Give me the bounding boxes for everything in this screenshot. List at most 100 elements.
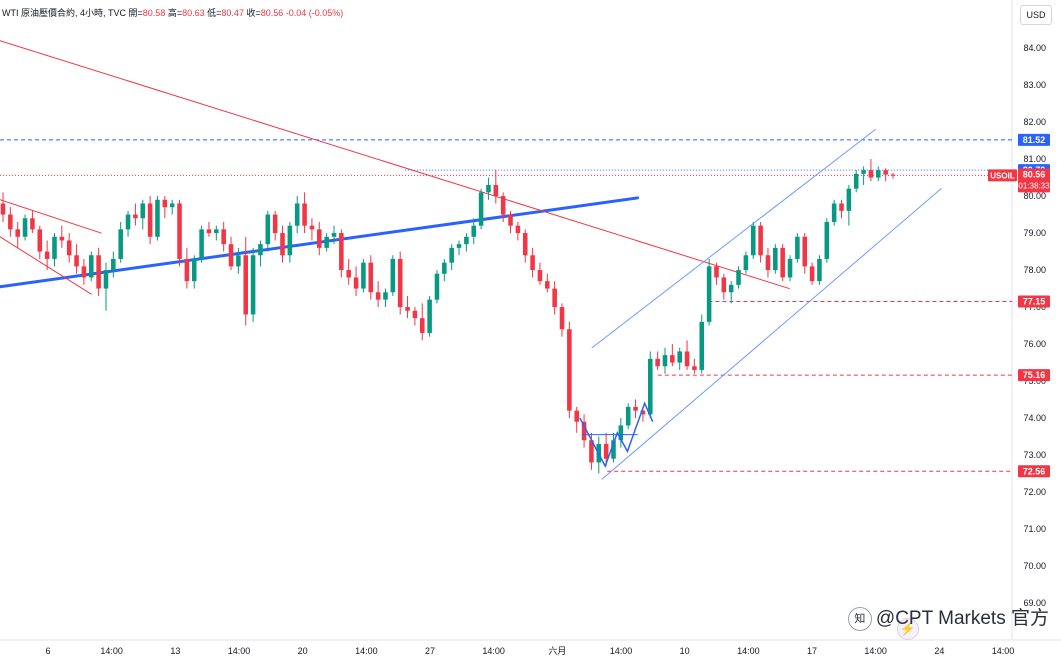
candle-body <box>876 170 881 178</box>
x-tick-label: 14:00 <box>355 646 378 656</box>
candle <box>795 233 800 263</box>
candle-body <box>773 247 778 271</box>
candle-body <box>118 229 123 259</box>
candle-body <box>618 425 624 441</box>
candle-body <box>559 307 565 330</box>
w-bottom-pattern <box>579 401 654 468</box>
candle <box>294 196 300 234</box>
candle <box>221 221 226 252</box>
x-tick-label: 13 <box>170 646 180 656</box>
candle <box>368 255 374 300</box>
candle <box>537 262 543 285</box>
trendline <box>0 40 790 290</box>
candle-body <box>302 203 307 226</box>
candle-body <box>831 203 837 222</box>
candle <box>574 406 579 433</box>
candle <box>493 170 499 204</box>
candle <box>802 233 808 274</box>
watermark-logo-icon: 知 <box>847 607 872 631</box>
candle-body <box>74 255 79 267</box>
candle <box>618 418 624 448</box>
candle <box>809 262 815 285</box>
y-tick-label: 79.00 <box>1023 228 1046 238</box>
candle <box>243 236 249 326</box>
candle <box>191 255 197 289</box>
candle-body <box>603 443 609 459</box>
candle <box>236 247 241 274</box>
candle <box>522 229 528 263</box>
candle <box>324 233 329 252</box>
watermark: 知 @CPT Markets 官方 <box>847 603 1049 631</box>
candle <box>280 225 285 263</box>
y-tick-label: 72.00 <box>1023 487 1046 497</box>
candle <box>177 199 182 267</box>
candle-body <box>728 284 734 293</box>
candle-body <box>294 203 300 226</box>
candle-body <box>184 258 190 282</box>
close-label: 收= <box>246 8 261 18</box>
x-tick-label: 20 <box>298 646 308 656</box>
candle <box>390 255 396 296</box>
high-value: 80.63 <box>182 8 205 18</box>
candle-body <box>846 188 852 211</box>
candle <box>66 233 72 263</box>
candle <box>317 221 322 256</box>
price-label-text: 77.15 <box>1023 297 1046 307</box>
candle-body <box>8 214 13 230</box>
candle <box>449 244 454 271</box>
price-label-text: 72.56 <box>1023 466 1046 476</box>
candle-body <box>243 255 249 315</box>
candle-body <box>81 266 87 278</box>
candle-body <box>412 310 418 319</box>
candle <box>412 307 418 326</box>
y-tick-label: 70.00 <box>1023 561 1046 571</box>
x-tick-label: 27 <box>425 646 435 656</box>
x-tick-label: 6 <box>45 646 50 656</box>
candle <box>405 295 410 319</box>
currency-button[interactable]: USD <box>1020 5 1052 25</box>
price-label-text: 80.56 <box>1023 169 1046 179</box>
candle-body <box>221 229 226 245</box>
price-label-badge <box>1018 133 1050 146</box>
low-label: 低= <box>207 8 222 18</box>
candle <box>44 240 50 271</box>
candle-body <box>861 170 866 174</box>
candle <box>545 273 550 293</box>
candle-body <box>647 358 653 415</box>
x-tick-label: 14:00 <box>228 646 251 656</box>
candle <box>552 281 557 315</box>
candle-body <box>809 266 815 282</box>
price-labels: 81.5280.7080.5601:38:33USOIL77.1575.1672… <box>988 133 1050 478</box>
candle-body <box>464 236 469 245</box>
x-tick-label: 10 <box>680 646 690 656</box>
y-tick-label: 71.00 <box>1023 524 1046 534</box>
x-tick-label: 14:00 <box>610 646 633 656</box>
candle <box>147 196 153 245</box>
candle-body <box>339 233 344 271</box>
candle <box>655 351 660 370</box>
y-tick-label: 76.00 <box>1023 339 1046 349</box>
high-label: 高= <box>167 8 183 18</box>
y-tick-label: 74.00 <box>1023 413 1046 423</box>
candle-body <box>765 255 771 271</box>
candle <box>434 270 440 304</box>
candle-body <box>265 214 271 245</box>
candle-body <box>625 406 631 426</box>
candle-body <box>758 225 763 256</box>
candle <box>427 295 432 337</box>
candle <box>876 166 881 182</box>
candle-body <box>750 225 756 256</box>
candle-body <box>390 258 396 293</box>
flash-icon[interactable]: ⚡ <box>897 618 919 640</box>
trendline <box>0 236 92 295</box>
candle <box>309 218 315 241</box>
candle <box>258 240 263 267</box>
y-tick-label: 83.00 <box>1023 80 1046 90</box>
candle-body <box>611 440 616 459</box>
candle-body <box>191 258 197 282</box>
candle-body <box>890 174 896 176</box>
candle-body <box>206 229 212 234</box>
candle <box>853 170 859 193</box>
y-tick-label: 80.00 <box>1023 191 1046 201</box>
